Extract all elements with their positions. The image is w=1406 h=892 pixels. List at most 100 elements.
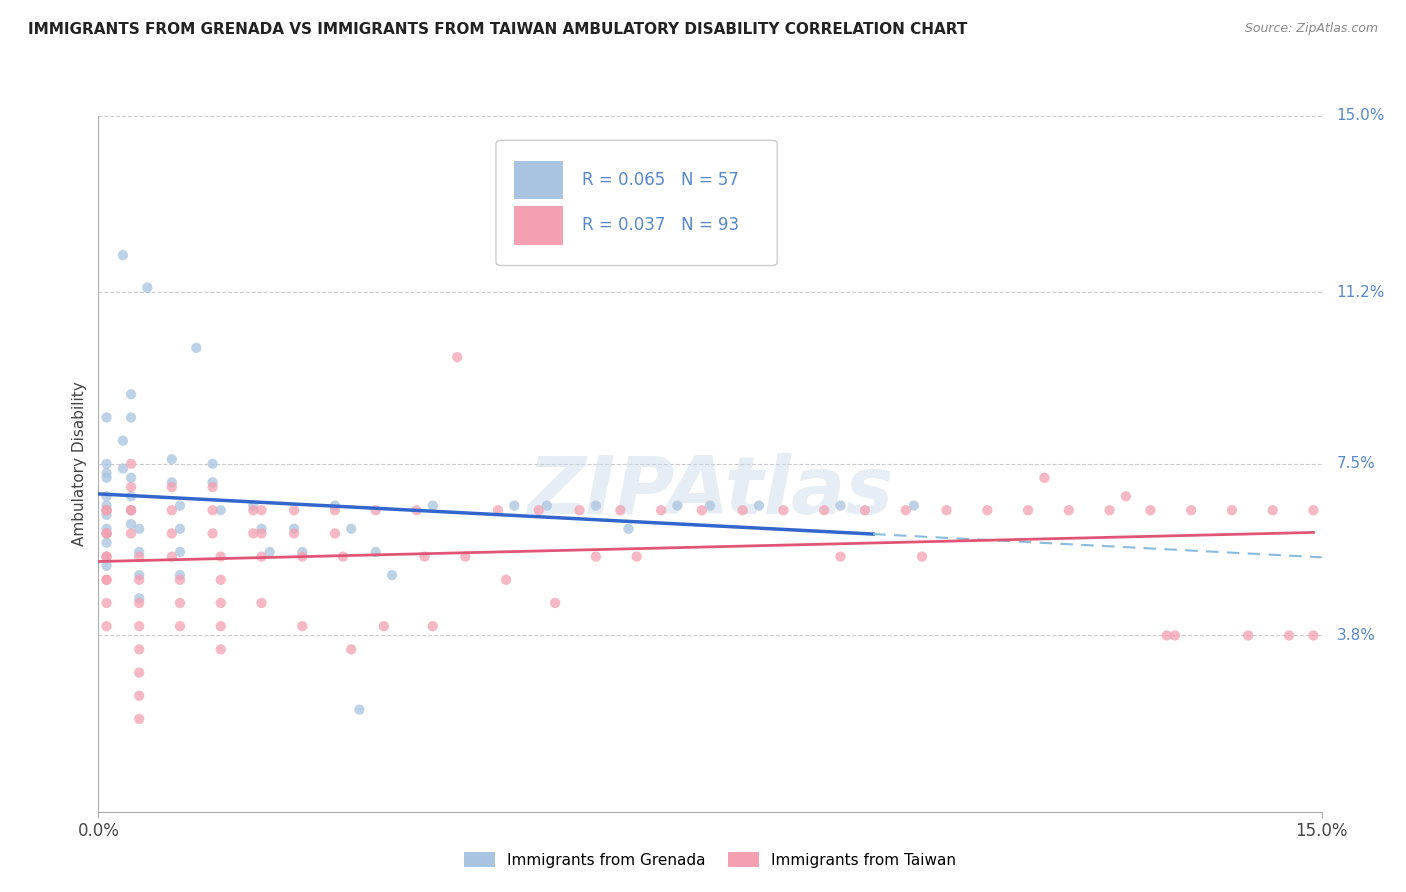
Point — [242, 503, 264, 517]
Point — [373, 619, 395, 633]
FancyBboxPatch shape — [496, 140, 778, 266]
Point — [291, 549, 314, 564]
Point — [201, 475, 224, 490]
Point — [96, 596, 118, 610]
Point — [96, 526, 118, 541]
Point — [242, 526, 264, 541]
Point — [111, 434, 134, 448]
Point — [120, 489, 142, 503]
Point — [120, 503, 142, 517]
Point — [186, 341, 208, 355]
Point — [169, 545, 191, 559]
Bar — [515, 206, 564, 244]
Point — [1115, 489, 1137, 503]
Point — [160, 503, 183, 517]
Point — [128, 712, 150, 726]
Point — [96, 549, 118, 564]
Point — [96, 526, 118, 541]
Point — [364, 545, 387, 559]
Point — [96, 503, 118, 517]
Point — [209, 503, 232, 517]
Point — [585, 549, 607, 564]
Point — [128, 545, 150, 559]
Point — [853, 503, 876, 517]
Point — [169, 596, 191, 610]
Legend: Immigrants from Grenada, Immigrants from Taiwan: Immigrants from Grenada, Immigrants from… — [458, 846, 962, 873]
Point — [650, 503, 672, 517]
Text: R = 0.037   N = 93: R = 0.037 N = 93 — [582, 216, 738, 235]
Point — [160, 549, 183, 564]
Text: 3.8%: 3.8% — [1336, 628, 1375, 643]
Point — [201, 457, 224, 471]
Point — [1302, 628, 1324, 642]
Point — [813, 503, 835, 517]
Point — [259, 545, 281, 559]
Point — [332, 549, 354, 564]
Point — [120, 457, 142, 471]
Point — [160, 475, 183, 490]
Point — [120, 387, 142, 401]
Point — [1237, 628, 1260, 642]
Point — [1220, 503, 1243, 517]
Point — [128, 549, 150, 564]
Point — [120, 503, 142, 517]
Point — [96, 499, 118, 513]
Point — [120, 503, 142, 517]
Point — [340, 522, 363, 536]
Text: 15.0%: 15.0% — [1336, 109, 1385, 123]
Point — [242, 499, 264, 513]
Point — [381, 568, 404, 582]
Text: R = 0.065   N = 57: R = 0.065 N = 57 — [582, 171, 738, 189]
Point — [340, 642, 363, 657]
Point — [96, 522, 118, 536]
Point — [128, 665, 150, 680]
Point — [96, 526, 118, 541]
Point — [830, 499, 852, 513]
Point — [96, 466, 118, 480]
Point — [454, 549, 477, 564]
Point — [96, 457, 118, 471]
Point — [169, 619, 191, 633]
Point — [120, 517, 142, 532]
Point — [250, 549, 273, 564]
Point — [160, 452, 183, 467]
Point — [160, 480, 183, 494]
Point — [128, 689, 150, 703]
Point — [128, 522, 150, 536]
Point — [96, 503, 118, 517]
Point — [405, 503, 427, 517]
Point — [536, 499, 558, 513]
Point — [283, 526, 305, 541]
Point — [96, 508, 118, 522]
Point — [120, 526, 142, 541]
Point — [911, 549, 934, 564]
Point — [830, 549, 852, 564]
Point — [1278, 628, 1301, 642]
Point — [96, 573, 118, 587]
Point — [626, 549, 648, 564]
Point — [699, 499, 721, 513]
Point — [976, 503, 998, 517]
Point — [96, 549, 118, 564]
Point — [422, 499, 444, 513]
Point — [250, 596, 273, 610]
Point — [568, 503, 591, 517]
Point — [96, 573, 118, 587]
Point — [96, 489, 118, 503]
Point — [250, 522, 273, 536]
Point — [291, 545, 314, 559]
Point — [894, 503, 917, 517]
Text: IMMIGRANTS FROM GRENADA VS IMMIGRANTS FROM TAIWAN AMBULATORY DISABILITY CORRELAT: IMMIGRANTS FROM GRENADA VS IMMIGRANTS FR… — [28, 22, 967, 37]
Point — [128, 591, 150, 606]
Point — [209, 642, 232, 657]
Point — [323, 526, 346, 541]
Point — [617, 522, 640, 536]
Point — [1164, 628, 1187, 642]
Point — [209, 596, 232, 610]
Point — [209, 573, 232, 587]
Point — [136, 280, 159, 294]
Point — [96, 535, 118, 549]
Point — [323, 499, 346, 513]
Point — [209, 549, 232, 564]
Point — [169, 499, 191, 513]
